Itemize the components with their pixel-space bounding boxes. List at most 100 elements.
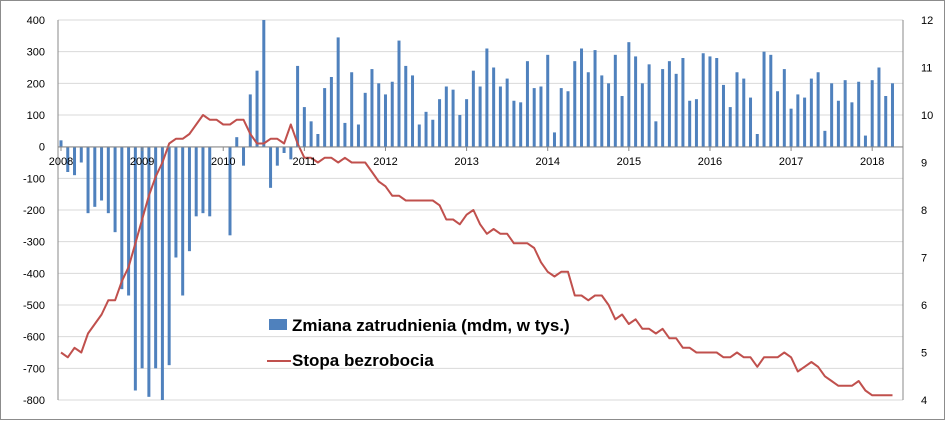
bar [769,54,773,147]
bar [329,77,333,147]
left-tick-label: 300 [27,47,45,59]
bar [708,56,712,147]
bar [674,73,678,147]
left-tick-label: 100 [27,110,45,122]
left-tick-label: 0 [39,142,45,154]
bar [782,69,786,147]
x-tick-label: 2012 [373,156,397,168]
bar [316,134,320,147]
bar [350,72,354,147]
x-tick-label: 2011 [293,156,317,168]
bar [823,130,827,147]
bar [86,146,90,214]
bar [816,72,820,147]
bar [235,137,239,147]
bar [870,80,874,147]
axes [57,20,904,400]
bar [465,99,469,147]
bar [559,88,563,147]
left-tick-label: -800 [23,395,45,407]
bar [863,135,867,147]
bar [850,102,854,147]
bar [742,78,746,147]
x-tick-label: 2008 [49,156,73,168]
x-tick-label: 2017 [779,156,803,168]
bar [532,88,536,147]
bar [201,146,205,214]
bar [262,20,266,147]
bar [498,86,502,147]
bar [66,146,70,172]
bar [661,69,665,147]
left-tick-label: -400 [23,268,45,280]
bar [73,146,77,176]
bar [857,81,861,147]
bar-series-employment-change [59,20,894,400]
bar [390,81,394,147]
bar [289,146,293,160]
bar [309,121,313,147]
bar [228,146,232,236]
left-tick-label: -300 [23,237,45,249]
x-tick-label: 2010 [211,156,235,168]
right-tick-label: 12 [921,15,933,27]
bar [208,146,212,217]
right-tick-label: 4 [921,395,927,407]
bar [749,97,753,147]
x-tick-label: 2018 [860,156,884,168]
bar [397,40,401,147]
bar [721,84,725,147]
bar [546,54,550,147]
left-tick-label: -700 [23,363,45,375]
legend-label-line: Stopa bezrobocia [292,351,434,370]
bar [830,83,834,147]
bar [154,146,158,369]
bar [431,119,435,147]
x-axis-ticks: 2008 2009 2010 2011 2012 2013 2014 2015 2016 2017… [49,147,884,168]
bar [356,124,360,147]
bar [505,78,509,147]
bar [681,58,685,147]
bar [113,146,117,233]
left-tick-label: 400 [27,15,45,27]
bar [884,96,888,147]
series-line [60,114,893,397]
bar [383,94,387,147]
bar [843,80,847,147]
left-tick-label: 200 [27,78,45,90]
bar [755,134,759,147]
bar [93,146,97,207]
x-tick-label: 2016 [698,156,722,168]
bar [796,94,800,147]
bar [667,61,671,147]
left-tick-label: -200 [23,205,45,217]
bar [133,146,137,391]
left-tick-label: -500 [23,300,45,312]
bar [519,102,523,147]
bar [255,70,259,147]
bar [181,146,185,296]
bar [647,64,651,147]
bar [634,56,638,147]
bar [248,94,252,147]
bar [140,146,144,369]
right-tick-label: 10 [921,110,933,122]
bar [566,91,570,147]
right-tick-label: 8 [921,205,927,217]
bar [836,100,840,147]
bar [363,92,367,147]
bar [613,54,617,147]
legend: Zmiana zatrudnienia (mdm, w tys.) Stopa … [267,316,570,370]
right-tick-label: 9 [921,158,927,170]
bar [735,72,739,147]
gridlines [58,19,903,401]
bar [640,83,644,147]
right-tick-label: 5 [921,348,927,360]
bar [160,146,164,400]
bar [762,51,766,147]
bar [539,86,543,147]
bar [59,140,63,147]
bar [593,50,597,147]
bar [370,69,374,147]
